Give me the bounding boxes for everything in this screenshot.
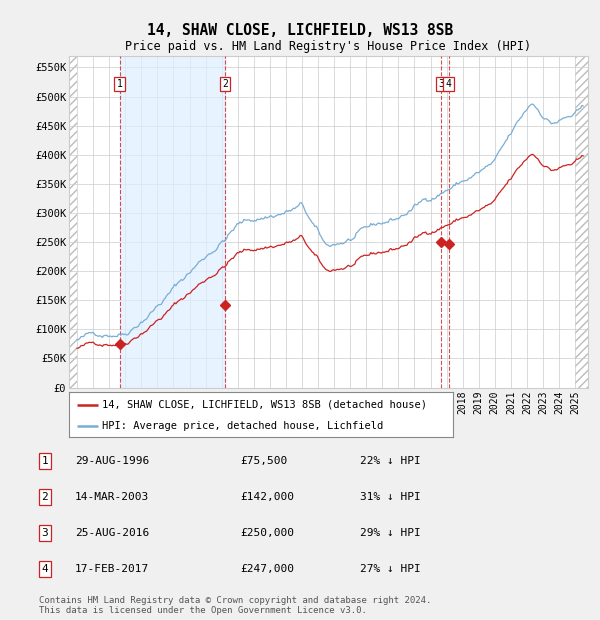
Text: 2: 2 [222, 79, 228, 89]
Text: 4: 4 [446, 79, 451, 89]
Text: £142,000: £142,000 [240, 492, 294, 502]
Text: £247,000: £247,000 [240, 564, 294, 574]
Text: HPI: Average price, detached house, Lichfield: HPI: Average price, detached house, Lich… [101, 421, 383, 431]
Text: 3: 3 [438, 79, 444, 89]
Text: 2: 2 [41, 492, 49, 502]
Text: 4: 4 [41, 564, 49, 574]
Text: 31% ↓ HPI: 31% ↓ HPI [360, 492, 421, 502]
Text: 25-AUG-2016: 25-AUG-2016 [75, 528, 149, 538]
Text: Contains HM Land Registry data © Crown copyright and database right 2024.
This d: Contains HM Land Registry data © Crown c… [39, 596, 431, 615]
Text: 17-FEB-2017: 17-FEB-2017 [75, 564, 149, 574]
Text: £250,000: £250,000 [240, 528, 294, 538]
Text: 27% ↓ HPI: 27% ↓ HPI [360, 564, 421, 574]
Bar [69, 56, 77, 388]
Title: Price paid vs. HM Land Registry's House Price Index (HPI): Price paid vs. HM Land Registry's House … [125, 40, 532, 53]
Text: 1: 1 [41, 456, 49, 466]
Text: 14, SHAW CLOSE, LICHFIELD, WS13 8SB (detached house): 14, SHAW CLOSE, LICHFIELD, WS13 8SB (det… [101, 400, 427, 410]
Text: 14, SHAW CLOSE, LICHFIELD, WS13 8SB: 14, SHAW CLOSE, LICHFIELD, WS13 8SB [147, 23, 453, 38]
Text: 29% ↓ HPI: 29% ↓ HPI [360, 528, 421, 538]
Text: 22% ↓ HPI: 22% ↓ HPI [360, 456, 421, 466]
Text: 29-AUG-1996: 29-AUG-1996 [75, 456, 149, 466]
Text: 14-MAR-2003: 14-MAR-2003 [75, 492, 149, 502]
Text: 3: 3 [41, 528, 49, 538]
Bar [575, 56, 588, 388]
Text: 1: 1 [117, 79, 123, 89]
Bar [120, 56, 225, 388]
Text: £75,500: £75,500 [240, 456, 287, 466]
